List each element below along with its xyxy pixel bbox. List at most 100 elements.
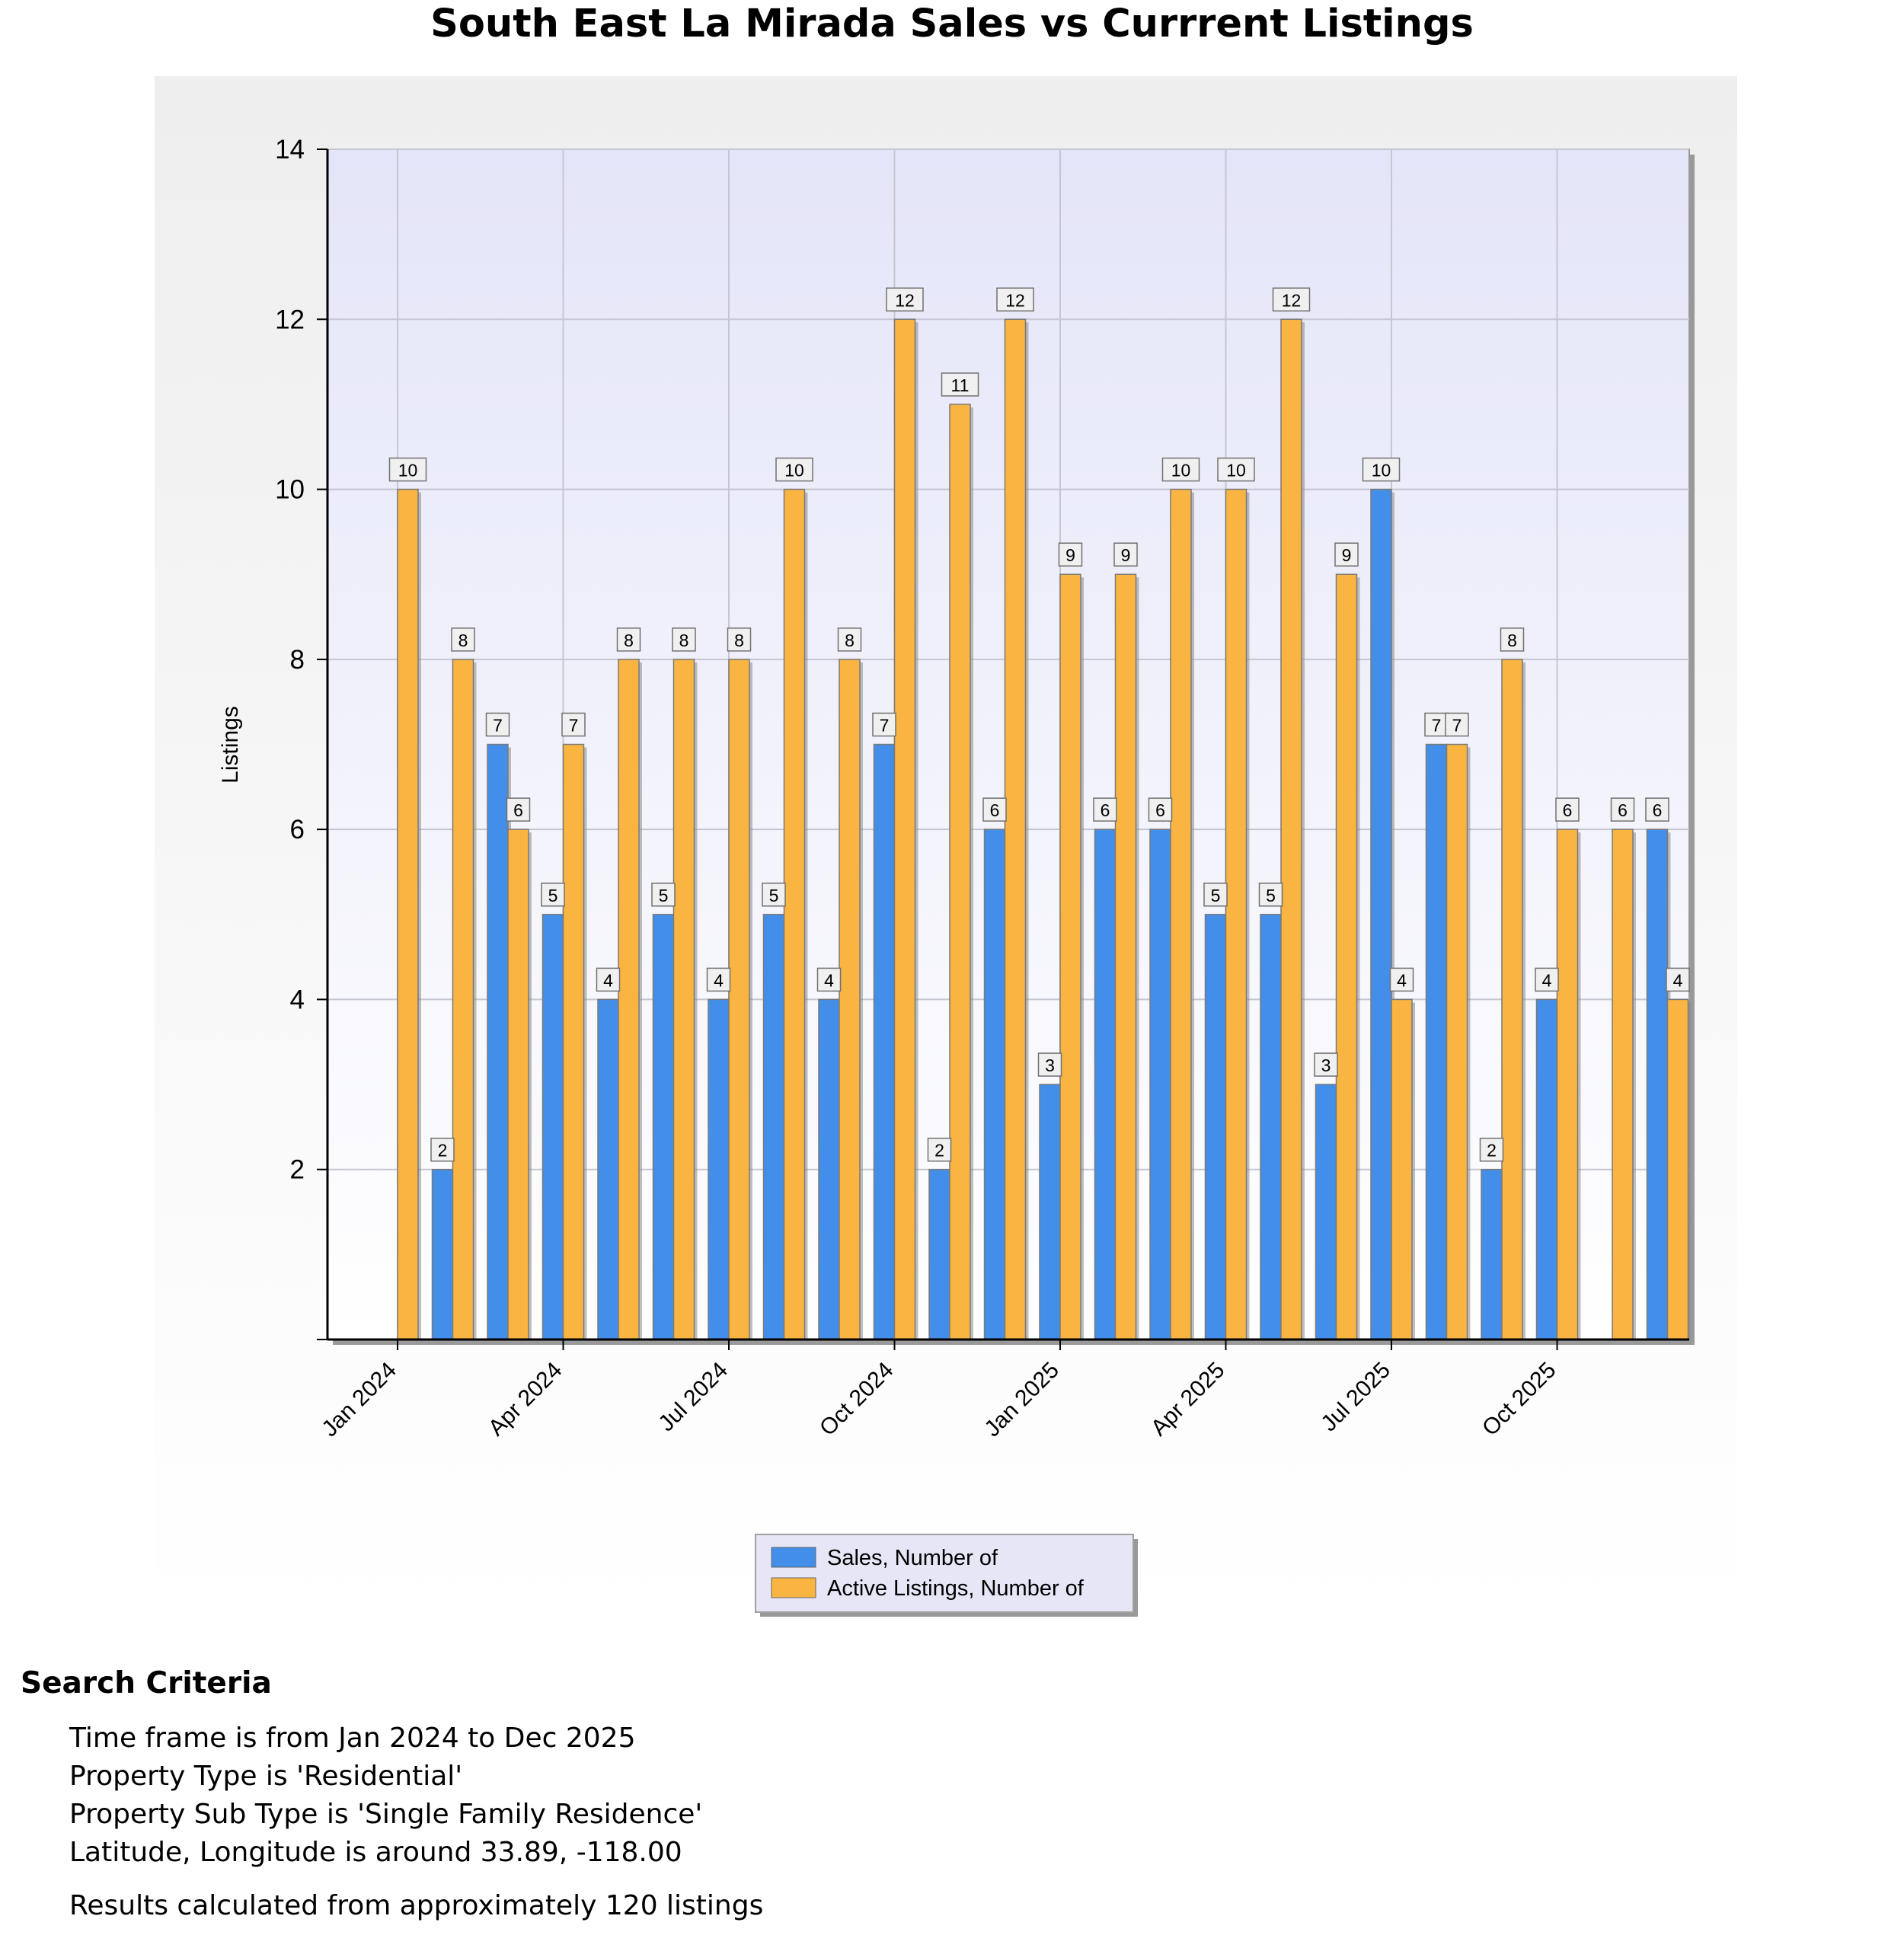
data-label-box-sales-aug-2024 <box>762 883 786 907</box>
data-label-active-listings-jul-2024: 8 <box>734 631 744 650</box>
data-label-sales-feb-2024: 2 <box>438 1141 448 1161</box>
data-label-box-sales-feb-2024 <box>430 1137 455 1162</box>
y-tick-label-8: 8 <box>290 645 305 675</box>
bar-sales-apr-2024 <box>541 914 564 1340</box>
bar-sales-mar-2024 <box>487 743 509 1340</box>
legend-swatch-active-listings <box>771 1577 816 1598</box>
data-label-box-active-listings-may-2024 <box>616 627 641 652</box>
y-tick-label-2: 2 <box>290 1155 305 1185</box>
data-label-active-listings-apr-2025: 10 <box>1226 461 1246 481</box>
data-label-box-sales-feb-2025 <box>1093 797 1117 822</box>
data-label-sales-may-2024: 4 <box>603 970 613 990</box>
bar-active-listings-jul-2024 <box>728 659 750 1340</box>
data-label-active-listings-nov-2025: 6 <box>1618 800 1628 820</box>
bar-sales-jul-2025 <box>1370 488 1392 1340</box>
data-label-box-sales-nov-2024 <box>927 1137 952 1162</box>
data-label-active-listings-apr-2024: 7 <box>569 716 579 736</box>
data-label-box-active-listings-nov-2025 <box>1610 797 1635 822</box>
y-tick-label-10: 10 <box>275 475 305 505</box>
bar-sales-feb-2024 <box>431 1168 454 1340</box>
bar-sales-dec-2024 <box>983 829 1006 1340</box>
bar-active-listings-may-2025 <box>1280 318 1302 1340</box>
data-label-active-listings-aug-2024: 10 <box>784 461 804 481</box>
data-label-box-active-listings-jan-2024 <box>388 457 427 482</box>
criteria-item-timeframe: Time frame is from Jan 2024 to Dec 2025 <box>69 1723 636 1754</box>
data-label-box-sales-dec-2025 <box>1645 797 1669 822</box>
bar-sales-aug-2024 <box>762 914 785 1340</box>
data-label-box-active-listings-nov-2024 <box>941 372 979 397</box>
y-tick-label-4: 4 <box>290 985 305 1014</box>
bar-active-listings-mar-2024 <box>507 829 529 1340</box>
data-label-active-listings-oct-2024: 12 <box>895 290 915 310</box>
data-label-box-sales-jul-2025 <box>1362 457 1401 482</box>
legend-label-sales: Sales, Number of <box>827 1546 998 1570</box>
bar-active-listings-jan-2025 <box>1059 573 1081 1340</box>
data-label-active-listings-jan-2024: 10 <box>398 461 418 481</box>
data-label-sales-jun-2025: 3 <box>1321 1055 1331 1075</box>
data-label-active-listings-aug-2025: 7 <box>1452 716 1462 736</box>
data-label-box-active-listings-mar-2024 <box>506 797 531 822</box>
data-label-active-listings-feb-2024: 8 <box>458 631 468 650</box>
data-label-sales-aug-2025: 7 <box>1432 716 1442 736</box>
data-label-box-sales-jun-2025 <box>1314 1052 1338 1077</box>
bar-sales-jan-2025 <box>1039 1084 1061 1340</box>
data-label-box-sales-jun-2024 <box>651 883 676 907</box>
data-label-box-active-listings-feb-2024 <box>451 627 475 652</box>
data-label-active-listings-mar-2024: 6 <box>513 800 523 820</box>
data-label-active-listings-jul-2025: 4 <box>1397 970 1407 990</box>
data-label-box-active-listings-jul-2025 <box>1389 967 1414 992</box>
data-label-box-active-listings-oct-2024 <box>886 287 924 312</box>
bar-active-listings-apr-2025 <box>1225 488 1248 1340</box>
bar-active-listings-nov-2024 <box>949 404 971 1340</box>
data-label-box-active-listings-feb-2025 <box>1113 542 1138 567</box>
bar-sales-sep-2024 <box>818 998 840 1340</box>
data-label-box-active-listings-aug-2024 <box>775 457 813 482</box>
data-label-box-sales-dec-2024 <box>982 797 1007 822</box>
data-label-sales-jan-2025: 3 <box>1045 1055 1055 1075</box>
bar-active-listings-oct-2024 <box>893 318 916 1340</box>
data-label-box-active-listings-jun-2025 <box>1334 542 1359 567</box>
data-label-sales-mar-2025: 6 <box>1155 800 1165 820</box>
bar-active-listings-feb-2024 <box>452 659 474 1340</box>
bar-sales-oct-2025 <box>1535 998 1558 1340</box>
legend-swatch-sales <box>771 1547 816 1568</box>
data-label-active-listings-dec-2025: 4 <box>1673 970 1683 990</box>
bar-active-listings-aug-2024 <box>783 488 806 1340</box>
data-label-active-listings-sep-2024: 8 <box>845 631 855 650</box>
bar-sales-may-2024 <box>597 998 619 1340</box>
data-label-sales-may-2025: 5 <box>1266 886 1276 905</box>
data-label-box-active-listings-apr-2024 <box>561 712 586 737</box>
bar-sales-dec-2025 <box>1646 829 1669 1340</box>
bar-sales-may-2025 <box>1260 914 1282 1340</box>
data-label-box-sales-sep-2024 <box>816 967 842 992</box>
data-label-sales-jul-2025: 10 <box>1372 461 1391 481</box>
data-label-sales-jul-2024: 4 <box>714 970 724 990</box>
data-label-active-listings-jun-2025: 9 <box>1342 545 1352 565</box>
data-label-active-listings-jan-2025: 9 <box>1065 545 1075 565</box>
y-tick-label-14: 14 <box>275 135 305 164</box>
bar-active-listings-jun-2024 <box>672 659 695 1340</box>
bar-sales-jun-2025 <box>1315 1084 1337 1340</box>
bar-active-listings-feb-2025 <box>1114 573 1137 1340</box>
bar-active-listings-mar-2025 <box>1170 488 1192 1340</box>
legend-box <box>755 1534 1134 1613</box>
data-label-box-sales-sep-2025 <box>1479 1137 1504 1162</box>
data-label-active-listings-sep-2025: 8 <box>1507 631 1517 650</box>
results-note: Results calculated from approximately 12… <box>69 1890 764 1921</box>
bar-sales-feb-2025 <box>1094 829 1117 1340</box>
data-label-box-active-listings-sep-2025 <box>1500 627 1525 652</box>
data-label-box-active-listings-apr-2025 <box>1217 457 1255 482</box>
bar-sales-jun-2024 <box>652 914 675 1340</box>
data-label-box-active-listings-mar-2025 <box>1161 457 1200 482</box>
data-label-sales-mar-2024: 7 <box>493 716 503 736</box>
data-label-box-sales-jan-2025 <box>1037 1052 1062 1077</box>
data-label-active-listings-oct-2025: 6 <box>1563 800 1573 820</box>
bar-sales-nov-2024 <box>928 1168 950 1340</box>
data-label-sales-sep-2025: 2 <box>1487 1141 1497 1161</box>
bar-active-listings-oct-2025 <box>1556 829 1579 1340</box>
bar-sales-oct-2024 <box>873 743 896 1340</box>
data-label-box-sales-apr-2024 <box>541 883 565 907</box>
data-label-box-sales-may-2025 <box>1258 883 1283 907</box>
data-label-active-listings-jun-2024: 8 <box>679 631 689 650</box>
